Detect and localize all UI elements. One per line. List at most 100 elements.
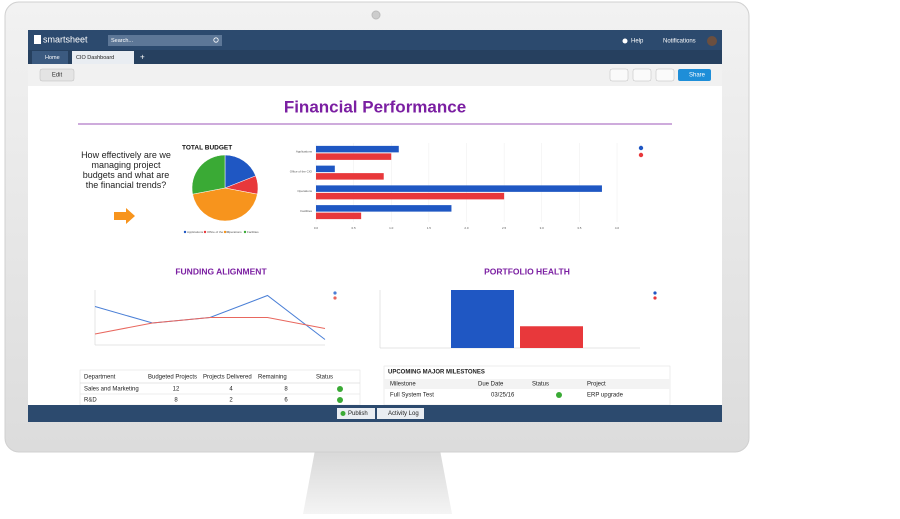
pie-slice xyxy=(192,187,258,222)
status-dot xyxy=(556,392,562,398)
bar xyxy=(316,165,335,173)
bar xyxy=(451,290,514,348)
toolbar xyxy=(28,64,722,86)
legend-dot xyxy=(333,291,337,295)
legend-label: Facilities xyxy=(247,230,259,234)
table-cell: 8 xyxy=(174,398,178,404)
legend-dot xyxy=(653,291,657,295)
home-tab-label: Home xyxy=(45,55,60,61)
home-tab[interactable] xyxy=(32,51,68,64)
legend-label: Applications xyxy=(187,230,204,234)
x-tick-label: 0.5 xyxy=(352,226,357,230)
x-tick-label: 1.0 xyxy=(389,226,394,230)
legend-dot xyxy=(243,230,247,234)
present-button[interactable] xyxy=(609,68,629,82)
legend-dot xyxy=(333,296,337,300)
x-tick-label: 0.0 xyxy=(314,226,319,230)
publish-icon xyxy=(340,411,346,416)
chart-title: FUNDING ALIGNMENT xyxy=(175,266,267,276)
legend-dot xyxy=(638,145,644,151)
x-tick-label: 3.5 xyxy=(577,226,582,230)
logo[interactable]: smartsheet xyxy=(43,34,88,44)
search-placeholder: Search... xyxy=(111,38,133,44)
milestones-header xyxy=(384,379,670,389)
publish-label: Publish xyxy=(348,411,368,417)
logo-icon xyxy=(34,35,41,44)
bar xyxy=(316,192,505,200)
legend-dot xyxy=(203,230,207,234)
search-icon xyxy=(213,37,219,43)
question-box: How effectively are we managing project … xyxy=(81,150,171,190)
publish-button[interactable] xyxy=(337,408,375,419)
new-tab[interactable]: + xyxy=(140,53,145,62)
table-header: Projects Delivered xyxy=(203,375,252,381)
pie-slice xyxy=(191,154,226,195)
x-tick-label: 3.0 xyxy=(540,226,545,230)
legend-label: Operations xyxy=(227,230,242,234)
stand xyxy=(303,450,452,514)
y-tick-label: Operations xyxy=(297,189,312,193)
dashboard-tab[interactable] xyxy=(72,51,134,64)
line xyxy=(94,317,326,335)
share-button[interactable] xyxy=(678,69,711,81)
dashboard-tab-label: CIO Dashboard xyxy=(76,55,114,61)
screen xyxy=(28,30,722,422)
bar xyxy=(520,326,583,348)
edit-label: Edit xyxy=(52,73,63,79)
milestones-cell: 03/25/16 xyxy=(491,393,515,399)
table-cell: 2 xyxy=(229,398,233,404)
table-cell: 6 xyxy=(284,398,288,404)
edit-button[interactable] xyxy=(39,68,75,82)
bar xyxy=(316,185,602,192)
x-tick-label: 4.0 xyxy=(615,226,620,230)
milestones-header-cell: Milestone xyxy=(390,382,416,388)
question: How effectively are we managing project … xyxy=(81,150,171,190)
y-tick-label: Facilities xyxy=(300,209,312,213)
avatar[interactable] xyxy=(707,36,717,46)
milestones-header-cell: Due Date xyxy=(478,382,504,388)
legend-label: Office of the CIO xyxy=(207,230,230,234)
dashboard-title: Financial Performance xyxy=(284,97,466,116)
webcam xyxy=(371,10,381,20)
copy-button[interactable] xyxy=(655,68,675,82)
table-header: Remaining xyxy=(258,375,287,381)
help-link[interactable]: Help xyxy=(631,39,644,45)
pie-slice xyxy=(224,154,257,189)
legend-dot xyxy=(653,296,657,300)
milestones-header-cell: Project xyxy=(587,382,606,388)
activity-log-label: Activity Log xyxy=(388,411,419,417)
table-cell: 4 xyxy=(229,387,233,393)
table-cell: Sales and Marketing xyxy=(84,387,139,393)
bar xyxy=(316,212,362,220)
share-label: Share xyxy=(689,73,706,79)
notifications-link[interactable]: Notifications xyxy=(663,39,696,45)
table-header: Budgeted Projects xyxy=(148,375,197,381)
arrow xyxy=(114,208,135,224)
search-box[interactable] xyxy=(108,35,222,46)
x-tick-label: 2.5 xyxy=(502,226,507,230)
table-frame xyxy=(79,369,361,406)
x-tick-label: 2.0 xyxy=(464,226,469,230)
status-dot xyxy=(337,386,343,392)
x-tick-label: 1.5 xyxy=(427,226,432,230)
print-button[interactable] xyxy=(632,68,652,82)
y-tick-label: Applications xyxy=(296,150,313,154)
milestones-header-cell: Status xyxy=(532,382,549,388)
chart-title: TOTAL BUDGET xyxy=(182,145,232,152)
legend-dot xyxy=(223,230,227,234)
table-cell: 8 xyxy=(284,387,288,393)
activity-log-button[interactable] xyxy=(377,408,424,419)
bar xyxy=(316,153,392,160)
table-header: Department xyxy=(84,375,116,381)
projects-table xyxy=(79,369,361,406)
chart-title: PORTFOLIO HEALTH xyxy=(484,266,570,276)
bar xyxy=(316,145,399,153)
milestones-cell: Full System Test xyxy=(390,393,434,399)
help-icon xyxy=(622,38,628,44)
legend-dot xyxy=(638,152,644,158)
tab-bar xyxy=(28,50,722,64)
table-cell: 12 xyxy=(173,387,180,393)
milestones-title: UPCOMING MAJOR MILESTONES xyxy=(388,370,485,376)
